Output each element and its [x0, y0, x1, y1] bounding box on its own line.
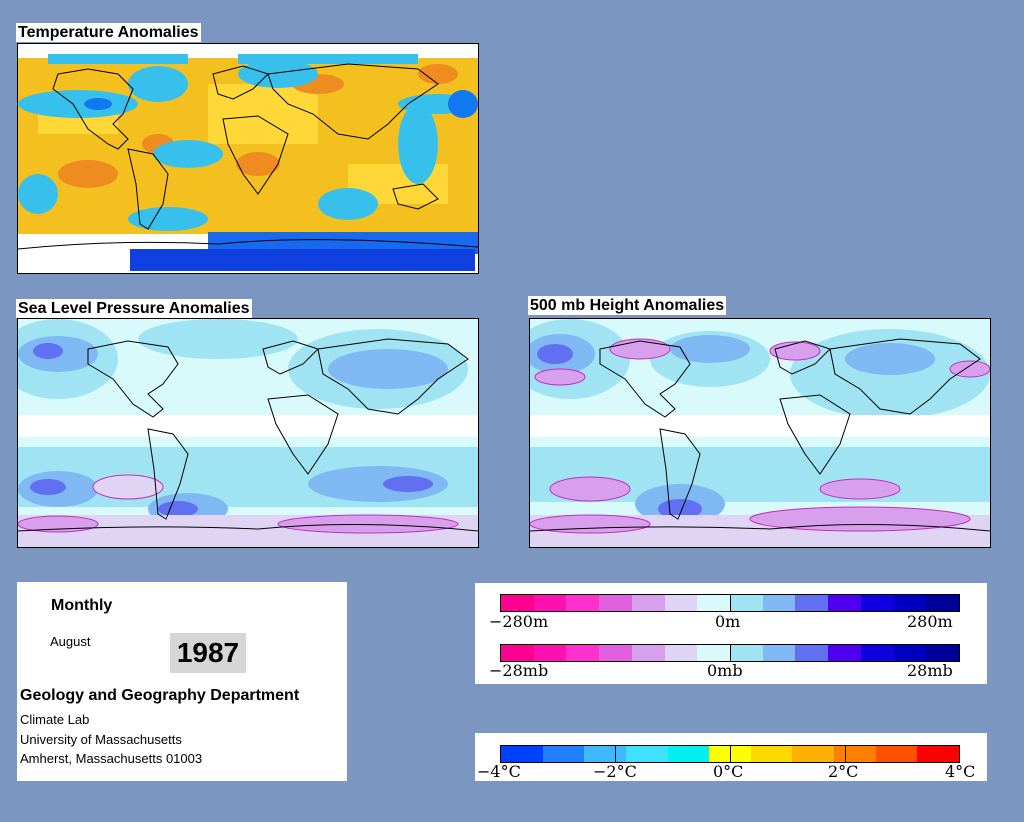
- temperature-scale-swatch: [750, 746, 793, 762]
- month-label: August: [50, 634, 91, 649]
- year-label: 1987: [170, 633, 246, 673]
- temp-label-neg2: −2°C: [593, 762, 637, 781]
- pressure-scale-swatch: [501, 645, 534, 661]
- height-scale-swatch: [566, 595, 600, 611]
- height-scale-swatch: [860, 595, 894, 611]
- height-scale-swatch: [762, 595, 796, 611]
- pressure-scale-swatch: [533, 645, 567, 661]
- pressure-scale-swatch: [795, 645, 829, 661]
- temp-tick-1: [500, 745, 501, 763]
- temperature-scale-swatch: [584, 746, 626, 762]
- height-scale-swatch: [828, 595, 861, 611]
- temp-tick-2: [615, 745, 616, 763]
- temperature-scale-swatch: [917, 746, 960, 762]
- height-scale-swatch: [926, 595, 960, 611]
- pressure-scale-mid-tick: [730, 644, 731, 662]
- height-min-label: −280m: [489, 612, 549, 631]
- university-label: University of Massachusetts: [20, 732, 182, 747]
- temp-label-2: 2°C: [828, 762, 859, 781]
- height-500mb-map: [529, 318, 991, 548]
- temperature-scale-swatch: [834, 746, 876, 762]
- height500-panel-title: 500 mb Height Anomalies: [528, 296, 727, 315]
- pressure-scale-swatch: [828, 645, 861, 661]
- sea-level-pressure-map: [17, 318, 479, 548]
- pressure-scale-swatch: [566, 645, 600, 661]
- height-scale-swatch: [664, 595, 698, 611]
- temp-tick-4: [845, 745, 846, 763]
- anomaly-legend-box: −280m 0m 280m −28mb 0mb 28mb: [475, 583, 987, 684]
- pressure-scale-swatch: [599, 645, 632, 661]
- slp-panel-title: Sea Level Pressure Anomalies: [16, 299, 252, 318]
- pressure-scale-swatch: [631, 645, 665, 661]
- temperature-scale-swatch: [667, 746, 710, 762]
- height-scale-swatch: [599, 595, 632, 611]
- temperature-scale-swatch: [792, 746, 835, 762]
- pressure-scale-swatch: [697, 645, 731, 661]
- address-label: Amherst, Massachusetts 01003: [20, 751, 203, 766]
- temperature-legend-box: −4°C −2°C 0°C 2°C 4°C: [475, 733, 987, 781]
- pressure-max-label: 28mb: [907, 661, 953, 680]
- temperature-scale-swatch: [501, 746, 543, 762]
- pressure-scale-swatch: [730, 645, 763, 661]
- height-max-label: 280m: [907, 612, 953, 631]
- period-label: Monthly: [51, 597, 113, 614]
- pressure-scale-swatch: [762, 645, 796, 661]
- temp-tick-3: [730, 745, 731, 763]
- temperature-scale-swatch: [875, 746, 918, 762]
- height-scale-swatch: [501, 595, 534, 611]
- height-scale-swatch: [893, 595, 927, 611]
- lab-label: Climate Lab: [20, 712, 90, 727]
- pressure-scale-swatch: [926, 645, 960, 661]
- pressure-scale-swatch: [860, 645, 894, 661]
- temp-label-4: 4°C: [945, 762, 976, 781]
- height-scale-mid-tick: [730, 594, 731, 612]
- temp-label-neg4: −4°C: [477, 762, 521, 781]
- temperature-panel-title: Temperature Anomalies: [16, 23, 201, 42]
- temp-label-0: 0°C: [713, 762, 744, 781]
- temperature-scale-swatch: [625, 746, 668, 762]
- height-scale-swatch: [631, 595, 665, 611]
- height-scale-swatch: [697, 595, 731, 611]
- pressure-scale-swatch: [664, 645, 698, 661]
- temp-tick-5: [959, 745, 960, 763]
- temperature-anomaly-map: [17, 43, 479, 274]
- height-mid-label: 0m: [715, 612, 741, 631]
- height-scale-swatch: [730, 595, 763, 611]
- pressure-scale-swatch: [893, 645, 927, 661]
- pressure-min-label: −28mb: [489, 661, 549, 680]
- department-label: Geology and Geography Department: [20, 687, 300, 704]
- height-scale-swatch: [795, 595, 829, 611]
- info-box: Monthly August 1987 Geology and Geograph…: [17, 582, 347, 781]
- temperature-scale-swatch: [542, 746, 585, 762]
- pressure-mid-label: 0mb: [707, 661, 743, 680]
- height-scale-swatch: [533, 595, 567, 611]
